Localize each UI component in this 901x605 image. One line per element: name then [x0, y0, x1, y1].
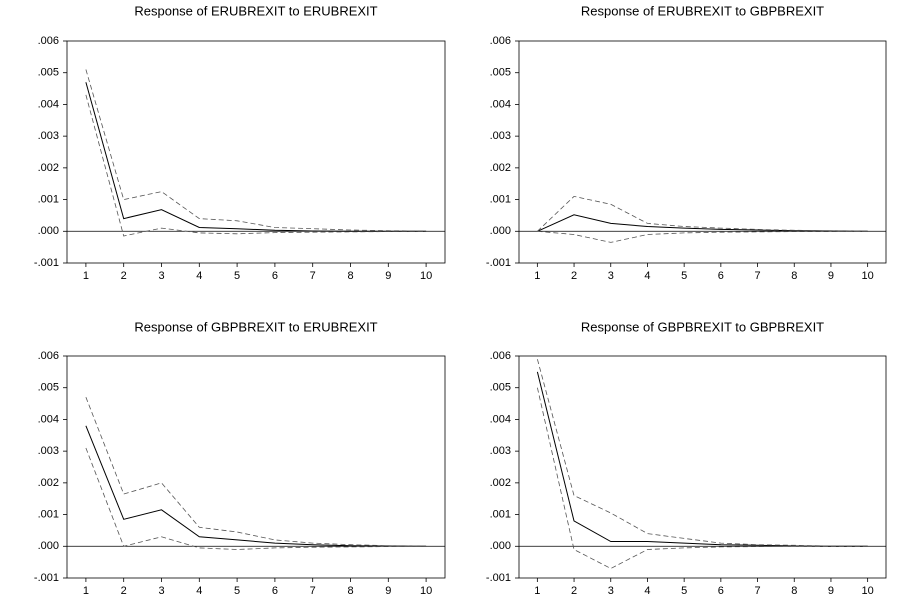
x-tick-label: 7	[754, 270, 760, 282]
y-tick-label: .004	[38, 98, 59, 110]
y-tick-label: -.001	[34, 572, 59, 584]
band-line	[85, 397, 427, 547]
x-tick-label: 10	[862, 585, 874, 597]
x-tick-label: 8	[791, 270, 797, 282]
y-tick-label: .004	[490, 98, 511, 110]
y-tick-label: .002	[38, 162, 59, 174]
y-tick-label: .000	[490, 540, 511, 552]
y-tick-label: .001	[490, 193, 511, 205]
x-tick-label: 5	[681, 585, 687, 597]
panel: Response of ERUBREXIT to GBPBREXIT -.001.…	[486, 3, 887, 282]
x-tick-label: 9	[385, 270, 391, 282]
x-tick-label: 6	[272, 585, 278, 597]
x-tick-label: 10	[420, 270, 432, 282]
x-tick-label: 2	[571, 270, 577, 282]
band-line	[537, 230, 868, 243]
x-tick-label: 1	[534, 585, 540, 597]
panel: Response of GBPBREXIT to ERUBREXIT -.001.…	[34, 319, 446, 597]
x-tick-label: 1	[534, 270, 540, 282]
x-tick-label: 3	[608, 270, 614, 282]
y-tick-label: .005	[38, 67, 59, 79]
band-line	[85, 94, 427, 237]
x-tick-label: 4	[644, 270, 650, 282]
x-tick-label: 7	[754, 585, 760, 597]
panel: Response of GBPBREXIT to GBPBREXIT -.001.…	[486, 319, 887, 597]
x-tick-label: 3	[608, 585, 614, 597]
x-tick-label: 1	[83, 585, 89, 597]
y-tick-label: .001	[38, 193, 59, 205]
x-tick-label: 7	[310, 585, 316, 597]
y-tick-label: .006	[38, 35, 59, 47]
response-line	[85, 425, 427, 547]
x-tick-label: 3	[158, 270, 164, 282]
band-line	[537, 387, 868, 569]
panel: Response of ERUBREXIT to ERUBREXIT -.001.…	[34, 3, 446, 282]
plot-frame	[518, 355, 887, 579]
x-tick-label: 6	[272, 270, 278, 282]
response-line	[537, 214, 868, 232]
x-tick-label: 6	[718, 585, 724, 597]
chart-title: Response of ERUBREXIT to GBPBREXIT	[581, 3, 824, 18]
y-tick-label: .001	[490, 508, 511, 520]
x-tick-label: 3	[158, 585, 164, 597]
plot-frame	[518, 40, 887, 264]
y-tick-label: .003	[38, 130, 59, 142]
y-tick-label: .000	[38, 540, 59, 552]
band-line	[537, 195, 868, 232]
plot-frame	[66, 355, 446, 579]
x-tick-label: 10	[862, 270, 874, 282]
y-tick-label: .001	[38, 508, 59, 520]
x-tick-label: 4	[644, 585, 650, 597]
band-line	[85, 447, 427, 550]
y-tick-label: .000	[490, 225, 511, 237]
x-tick-label: 5	[234, 585, 240, 597]
chart-title: Response of ERUBREXIT to ERUBREXIT	[134, 3, 377, 18]
response-line	[536, 371, 868, 547]
y-tick-label: .005	[490, 67, 511, 79]
y-tick-label: -.001	[34, 257, 59, 269]
y-tick-label: -.001	[486, 572, 511, 584]
x-tick-label: 4	[196, 585, 202, 597]
x-tick-label: 4	[196, 270, 202, 282]
y-tick-label: .006	[490, 350, 511, 362]
x-tick-label: 10	[420, 585, 432, 597]
y-tick-label: .003	[490, 445, 511, 457]
x-tick-label: 2	[121, 585, 127, 597]
y-tick-label: .006	[38, 350, 59, 362]
x-tick-label: 8	[347, 270, 353, 282]
y-tick-label: .002	[38, 477, 59, 489]
x-tick-label: 8	[791, 585, 797, 597]
x-tick-label: 9	[385, 585, 391, 597]
y-tick-label: .000	[38, 225, 59, 237]
y-tick-label: .005	[490, 382, 511, 394]
y-tick-label: .002	[490, 162, 511, 174]
chart-title: Response of GBPBREXIT to ERUBREXIT	[134, 319, 377, 334]
x-tick-label: 8	[347, 585, 353, 597]
response-line	[85, 82, 427, 232]
x-tick-label: 5	[681, 270, 687, 282]
x-tick-label: 5	[234, 270, 240, 282]
band-line	[85, 69, 427, 232]
y-tick-label: -.001	[486, 257, 511, 269]
x-tick-label: 6	[718, 270, 724, 282]
plot-frame	[66, 40, 446, 264]
y-tick-label: .005	[38, 382, 59, 394]
y-tick-label: .004	[490, 413, 511, 425]
band-line	[537, 359, 868, 547]
x-tick-label: 2	[571, 585, 577, 597]
x-tick-label: 2	[121, 270, 127, 282]
y-tick-label: .004	[38, 413, 59, 425]
x-tick-label: 9	[828, 585, 834, 597]
y-tick-label: .002	[490, 477, 511, 489]
chart-title: Response of GBPBREXIT to GBPBREXIT	[581, 319, 824, 334]
y-tick-label: .003	[490, 130, 511, 142]
x-tick-label: 1	[83, 270, 89, 282]
y-tick-label: .003	[38, 445, 59, 457]
x-tick-label: 7	[310, 270, 316, 282]
x-tick-label: 9	[828, 270, 834, 282]
y-tick-label: .006	[490, 35, 511, 47]
